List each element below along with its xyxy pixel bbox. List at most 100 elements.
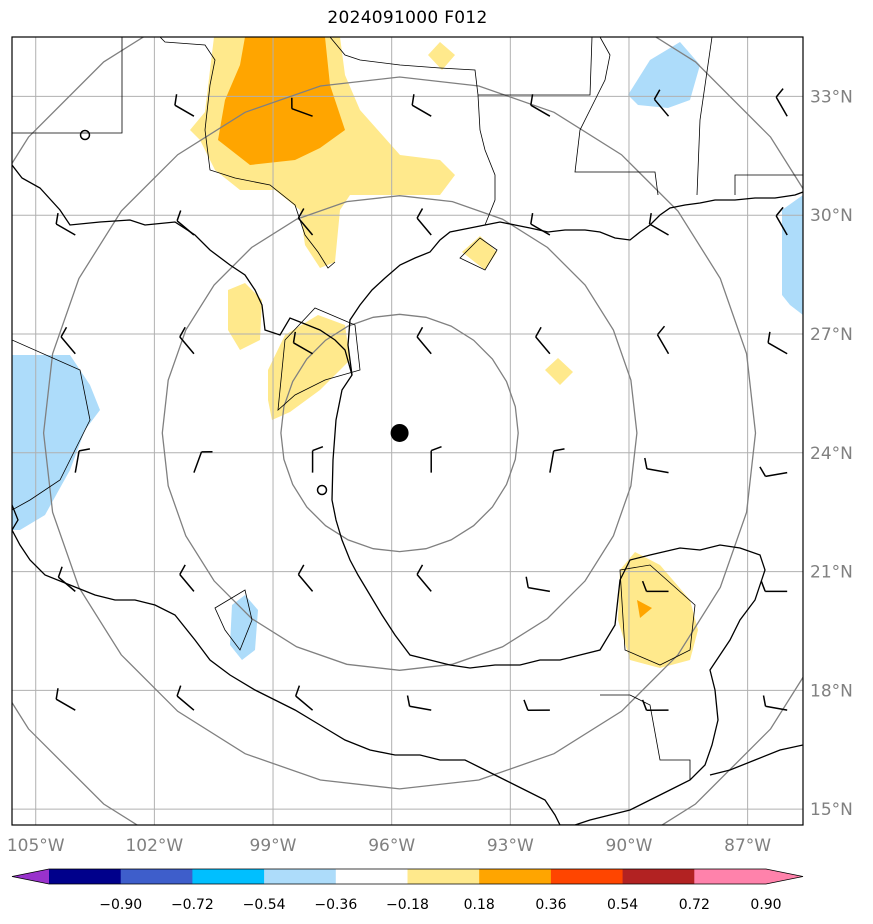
colorbar-extend-high [766, 869, 803, 884]
wind-barb [311, 445, 324, 473]
wind-barb [411, 94, 432, 117]
colorbar-tick-label: 0.72 [679, 897, 710, 913]
colorbar-segment [622, 869, 695, 884]
colorbar-segment [120, 869, 193, 884]
colorbar-segment [192, 869, 265, 884]
wind-barb [57, 566, 76, 592]
wind-barb [523, 699, 550, 711]
longitude-label: 105°W [7, 836, 65, 856]
range-ring [161, 195, 638, 671]
latitude-label: 24°N [810, 444, 853, 464]
coastlines [12, 164, 803, 825]
wind-barb [525, 576, 551, 593]
wind-barb [549, 448, 565, 473]
state-border [459, 237, 498, 271]
longitude-label: 99°W [250, 836, 297, 856]
range-ring [42, 76, 757, 790]
colorbar-extend-low [12, 869, 49, 884]
colorbar-segment [550, 869, 624, 884]
colorbar-tick-label: 0.36 [535, 897, 566, 913]
wind-barb [775, 88, 788, 117]
wind-barb [193, 451, 213, 473]
longitude-label: 90°W [606, 836, 653, 856]
colorbar-segment [479, 869, 552, 884]
longitude-label: 96°W [368, 836, 415, 856]
wind-barb [416, 564, 432, 592]
colorbar-tick-label: 0.18 [464, 897, 495, 913]
wind-barb [530, 212, 551, 236]
longitude-labels: 105°W 102°W 99°W 96°W 93°W 90°W 87°W [7, 836, 771, 856]
wind-barb [55, 688, 76, 711]
latitude-label: 15°N [810, 800, 853, 820]
latitude-label: 30°N [810, 206, 853, 226]
wind-barb [760, 580, 788, 593]
wind-barb [176, 685, 195, 711]
map-frame [11, 36, 804, 826]
negative-anomaly-region [628, 42, 700, 108]
negative-anomaly-region [230, 595, 258, 660]
negative-anomaly-region [782, 195, 803, 315]
latitude-label: 33°N [810, 87, 853, 107]
colorbar-segment [335, 869, 408, 884]
positive-anomaly-region [228, 283, 262, 350]
state-border [277, 307, 361, 411]
wind-barb [767, 331, 788, 355]
state-border [696, 37, 713, 196]
coastline [12, 529, 561, 825]
colorbar-segment [694, 869, 767, 884]
wind-barb [641, 699, 669, 711]
colorbar-tick-label: −0.18 [386, 897, 429, 913]
wind-barb [762, 695, 788, 711]
state-border [574, 37, 659, 196]
wind-barb [406, 695, 432, 711]
coastline [709, 744, 803, 776]
colorbar-outline [11, 868, 804, 885]
state-border [477, 94, 496, 226]
positive-anomaly-region [428, 42, 455, 70]
positive-anomaly-core [218, 37, 345, 165]
country-border [12, 37, 123, 134]
country-border [159, 37, 336, 269]
wind-barb [60, 326, 76, 355]
country-border [600, 694, 691, 780]
wind-barb [656, 325, 670, 355]
wind-barb [530, 94, 551, 117]
positive-anomaly-core [637, 600, 652, 618]
shaded-fields [12, 37, 803, 668]
map-title: 2024091000 F012 [327, 8, 488, 28]
wind-barb [291, 97, 313, 117]
wind-barb [430, 445, 442, 473]
positive-anomaly-region [462, 236, 497, 270]
longitude-label: 102°W [125, 836, 183, 856]
state-border [619, 564, 696, 666]
state-border [12, 339, 91, 511]
wind-barb [641, 580, 669, 593]
coastline [347, 191, 803, 376]
positive-anomaly-region [618, 552, 698, 668]
positive-anomaly-region [545, 358, 573, 385]
latitude-label: 27°N [810, 325, 853, 345]
state-border [734, 174, 803, 195]
colorbar-tick-label: −0.90 [99, 897, 142, 913]
colorbar-segment [264, 869, 337, 884]
state-border [329, 37, 593, 96]
colorbar-tick-label: 0.54 [607, 897, 638, 913]
colorbar-tick-label: −0.72 [171, 897, 214, 913]
colorbar-segment [407, 869, 480, 884]
wind-barb [535, 326, 551, 355]
wind-barb [648, 212, 669, 236]
wind-barb [416, 326, 432, 355]
state-border [214, 589, 253, 651]
wind-barb [176, 210, 195, 236]
wind-barb [416, 208, 432, 236]
wind-barb [644, 457, 669, 474]
city-marker [79, 129, 91, 141]
wind-barb [775, 206, 788, 236]
colorbar-tick-label: 0.90 [750, 897, 781, 913]
coastline [12, 164, 766, 825]
wind-barb [74, 448, 91, 473]
colorbar-tick-label: −0.54 [243, 897, 286, 913]
